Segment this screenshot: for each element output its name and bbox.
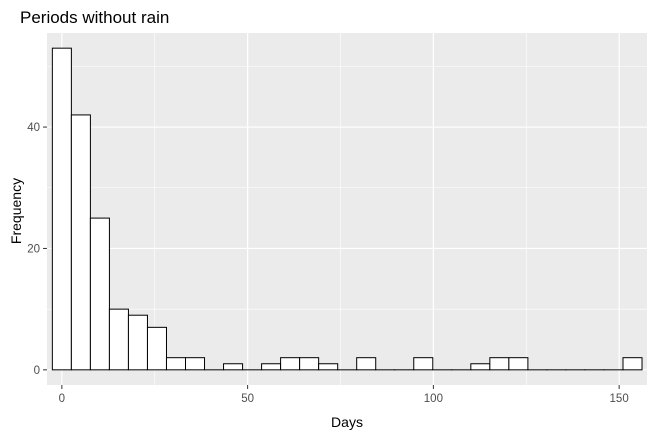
y-tick-label: 0 <box>34 365 40 377</box>
chart-title: Periods without rain <box>20 8 169 27</box>
histogram-bar <box>413 357 434 371</box>
x-axis-tick-labels: 0 50 100 150 <box>59 393 629 405</box>
y-tick-label: 20 <box>27 243 40 255</box>
histogram-bar <box>127 314 148 371</box>
histogram-bar <box>508 357 529 371</box>
histogram-bars <box>51 47 643 371</box>
histogram-bar <box>185 357 206 371</box>
x-tick-label: 100 <box>424 393 443 405</box>
histogram-bar <box>622 357 643 371</box>
histogram-bar <box>89 217 110 371</box>
histogram-bar <box>470 363 491 371</box>
y-axis-title: Frequency <box>8 178 24 244</box>
x-axis-title: Days <box>331 414 363 430</box>
y-axis-tick-labels: 0 20 40 <box>27 122 40 377</box>
histogram-bar <box>280 357 301 371</box>
x-tick-label: 150 <box>610 393 629 405</box>
histogram-bar <box>489 357 510 371</box>
histogram-bar <box>108 308 129 371</box>
histogram-bar <box>146 326 167 371</box>
x-tick-label: 50 <box>241 393 254 405</box>
histogram-bar <box>318 363 339 371</box>
x-tick-label: 0 <box>59 393 65 405</box>
y-tick-label: 40 <box>27 122 40 134</box>
histogram-bar <box>299 357 320 371</box>
histogram-bar <box>223 363 244 371</box>
histogram-bar <box>51 47 72 371</box>
axis-ticks <box>43 126 620 389</box>
histogram-bar <box>70 114 91 371</box>
grid-minor-lines <box>47 33 647 385</box>
histogram-bar <box>261 363 282 371</box>
histogram-bar <box>356 357 377 371</box>
histogram-bar <box>165 357 187 371</box>
